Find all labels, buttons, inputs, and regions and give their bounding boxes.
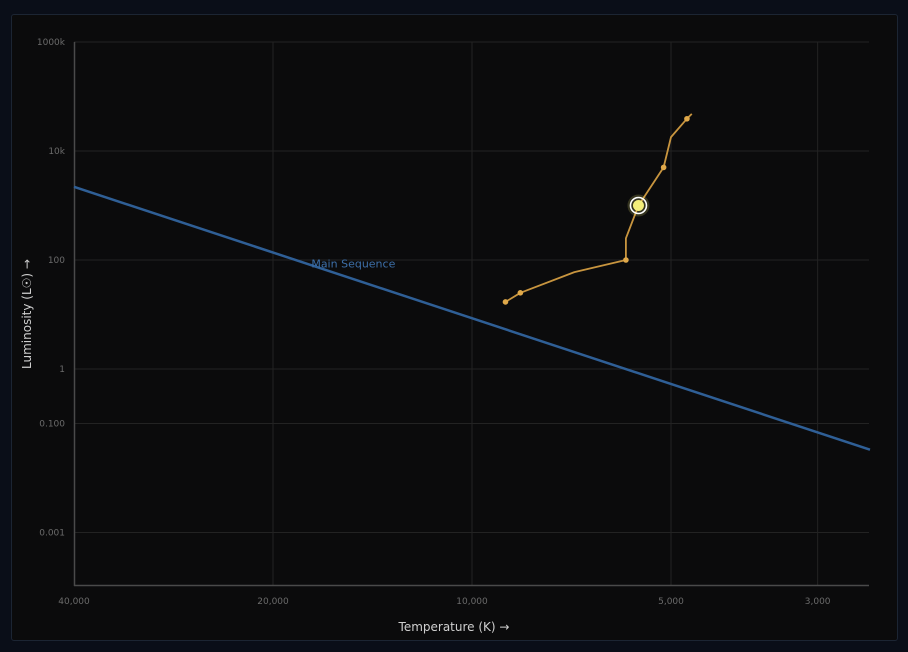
track-point[interactable] bbox=[684, 115, 690, 122]
x-tick-label: 5,000 bbox=[658, 597, 684, 607]
y-tick-labels: 1000k 10k 100 1 0.100 0.001 bbox=[37, 38, 66, 539]
track-point[interactable] bbox=[623, 257, 629, 263]
y-axis-label: Luminosity (L☉) → bbox=[20, 259, 34, 369]
main-sequence-label: Main Sequence bbox=[311, 257, 395, 270]
grid-lines bbox=[74, 41, 869, 586]
current-star-ring bbox=[629, 196, 648, 215]
y-tick-label: 0.001 bbox=[39, 529, 65, 539]
x-tick-labels: 40,000 20,000 10,000 5,000 3,000 bbox=[58, 597, 831, 607]
x-tick-label: 10,000 bbox=[456, 597, 488, 607]
current-star-marker[interactable] bbox=[632, 200, 644, 211]
x-tick-label: 40,000 bbox=[58, 597, 90, 607]
track-point[interactable] bbox=[660, 164, 667, 171]
x-tick-label: 3,000 bbox=[805, 597, 831, 607]
evolutionary-track-line bbox=[505, 113, 693, 303]
x-tick-label: 20,000 bbox=[257, 597, 289, 607]
y-tick-label: 10k bbox=[48, 147, 65, 157]
y-tick-label: 1 bbox=[59, 365, 65, 375]
x-axis-label: Temperature (K) → bbox=[398, 620, 510, 634]
chart-panel bbox=[11, 14, 898, 641]
main-sequence-line bbox=[73, 185, 871, 451]
track-point[interactable] bbox=[502, 299, 509, 305]
track-point[interactable] bbox=[517, 290, 524, 296]
y-tick-label: 100 bbox=[48, 256, 65, 266]
y-tick-label: 0.100 bbox=[39, 420, 65, 430]
y-tick-label: 1000k bbox=[37, 38, 66, 48]
series-layer bbox=[73, 113, 871, 451]
axes bbox=[73, 42, 869, 587]
